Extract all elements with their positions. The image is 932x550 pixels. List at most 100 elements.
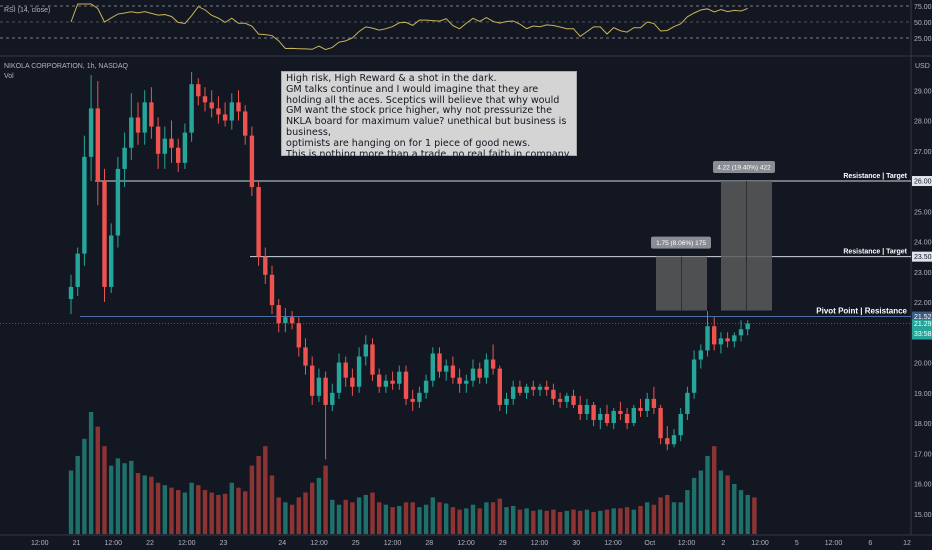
volume-bar <box>149 476 154 534</box>
candle-body <box>537 386 543 390</box>
volume-bar <box>410 502 415 534</box>
badge-resistance-mid <box>912 251 932 262</box>
candle-body <box>149 102 154 127</box>
annotation-note[interactable]: High risk, High Reward & a shot in the d… <box>281 71 577 159</box>
volume-bar <box>651 504 657 534</box>
volume-bar <box>604 509 610 534</box>
volume-bar <box>712 446 717 534</box>
rsi-level-50: 50.00 <box>914 20 932 27</box>
volume-bar <box>276 497 281 534</box>
candle-body <box>356 356 362 387</box>
rsi-level-75: 75.00 <box>914 4 932 11</box>
resistance-target-label-top: Resistance | Target <box>843 173 907 180</box>
volume-bar <box>122 463 127 534</box>
badge-resistance-mid-text: 23.50 <box>914 254 932 261</box>
candle-body <box>142 102 147 133</box>
candle-body <box>82 156 87 254</box>
candle-body <box>544 386 549 390</box>
candle-body <box>477 368 482 378</box>
candle-body <box>517 386 523 393</box>
volume-bar <box>343 499 348 534</box>
candle-body <box>182 132 188 163</box>
time-tick-label: 12:00 <box>178 540 196 547</box>
volume-bar <box>564 510 569 534</box>
volume-bar <box>631 509 636 534</box>
volume-bar <box>423 504 429 534</box>
volume-bar <box>511 505 516 534</box>
candle-body <box>464 380 469 384</box>
volume-bar <box>102 446 107 534</box>
rsi-pane: RSI (14, close) 75.00 50.00 25.00 <box>0 3 932 51</box>
candle-body <box>129 117 134 148</box>
level-lines[interactable]: Resistance | Target Resistance | Target … <box>0 173 911 324</box>
volume-bar <box>196 485 201 534</box>
volume-bar <box>531 510 536 534</box>
volume-bar <box>618 508 623 534</box>
candle-body <box>738 329 744 336</box>
volume-bar <box>678 502 683 534</box>
candle-body <box>631 407 636 424</box>
candle-body <box>316 377 322 396</box>
candle-body <box>289 317 295 324</box>
volume-bar <box>88 412 94 534</box>
volume-bar <box>437 502 442 534</box>
vol-label: Vol <box>4 73 14 80</box>
candle-body <box>671 435 677 445</box>
volume-bar <box>330 499 335 534</box>
badge-current-price <box>912 319 932 340</box>
candle-body <box>330 392 335 405</box>
candle-body <box>102 181 107 287</box>
time-tick-label: Oct <box>644 540 655 547</box>
volume-bar <box>450 507 456 534</box>
candle-body <box>698 350 703 360</box>
candle-body <box>604 413 610 424</box>
candle-body <box>390 380 395 384</box>
time-tick-label: 12:00 <box>604 540 622 547</box>
annotation-line: High risk, High Reward & a shot in the d… <box>286 73 497 84</box>
candle-body <box>263 256 268 275</box>
candle-body <box>176 147 181 163</box>
candle-body <box>377 374 382 387</box>
time-axis[interactable]: 12:00 21 12:00 22 12:00 23 24 12:00 25 12:00 28 12:… <box>31 540 911 547</box>
time-tick-label: 12:00 <box>825 540 843 547</box>
rsi-label: RSI (14, close) <box>4 7 50 14</box>
volume-bar <box>229 482 234 534</box>
candle-body <box>457 377 462 384</box>
volume-bar <box>551 509 556 534</box>
candle-body <box>685 392 690 414</box>
price-tick-label: 16.00 <box>914 482 932 489</box>
volume-bar <box>383 504 389 534</box>
candle-body <box>68 286 74 300</box>
time-tick-label: 5 <box>795 540 799 547</box>
volume-bar <box>236 487 241 534</box>
candle-body <box>155 126 161 154</box>
chart-title: NIKOLA CORPORATION, 1h, NASDAQ <box>4 63 129 70</box>
candle-body <box>497 368 502 405</box>
candle-body <box>578 404 583 414</box>
candle-body <box>216 108 221 115</box>
price-axis[interactable]: 15.0016.0017.0018.0019.0020.0021.0022.00… <box>914 88 932 519</box>
candle-body <box>283 317 288 324</box>
time-tick-label: 12:00 <box>531 540 549 547</box>
measure-tools[interactable]: 1.75 (8.06%) 175 4.22 (19.40%) 422 <box>651 161 775 311</box>
annotation-line: This is nothing more than a trade, no re… <box>286 148 572 160</box>
candle-body <box>343 362 348 378</box>
time-tick-label: 12:00 <box>751 540 769 547</box>
price-tick-label: 22.00 <box>914 300 932 307</box>
price-tick-label: 19.00 <box>914 391 932 398</box>
badge-resistance-top-text: 26.00 <box>914 179 932 186</box>
volume-bar <box>591 512 596 534</box>
price-tick-label: 18.00 <box>914 421 932 428</box>
volume-bar <box>557 512 563 534</box>
time-tick-label: 12:00 <box>310 540 328 547</box>
volume-bar <box>537 509 543 534</box>
price-tick-label: 20.00 <box>914 361 932 368</box>
candle-body <box>437 353 442 372</box>
badge-resistance-top <box>912 176 932 187</box>
volume-bar <box>336 504 342 534</box>
time-tick-label: 12:00 <box>104 540 122 547</box>
volume-bar <box>578 510 583 534</box>
time-tick-label: 12:00 <box>384 540 402 547</box>
volume-bar <box>263 446 268 534</box>
candle-body <box>584 404 590 414</box>
